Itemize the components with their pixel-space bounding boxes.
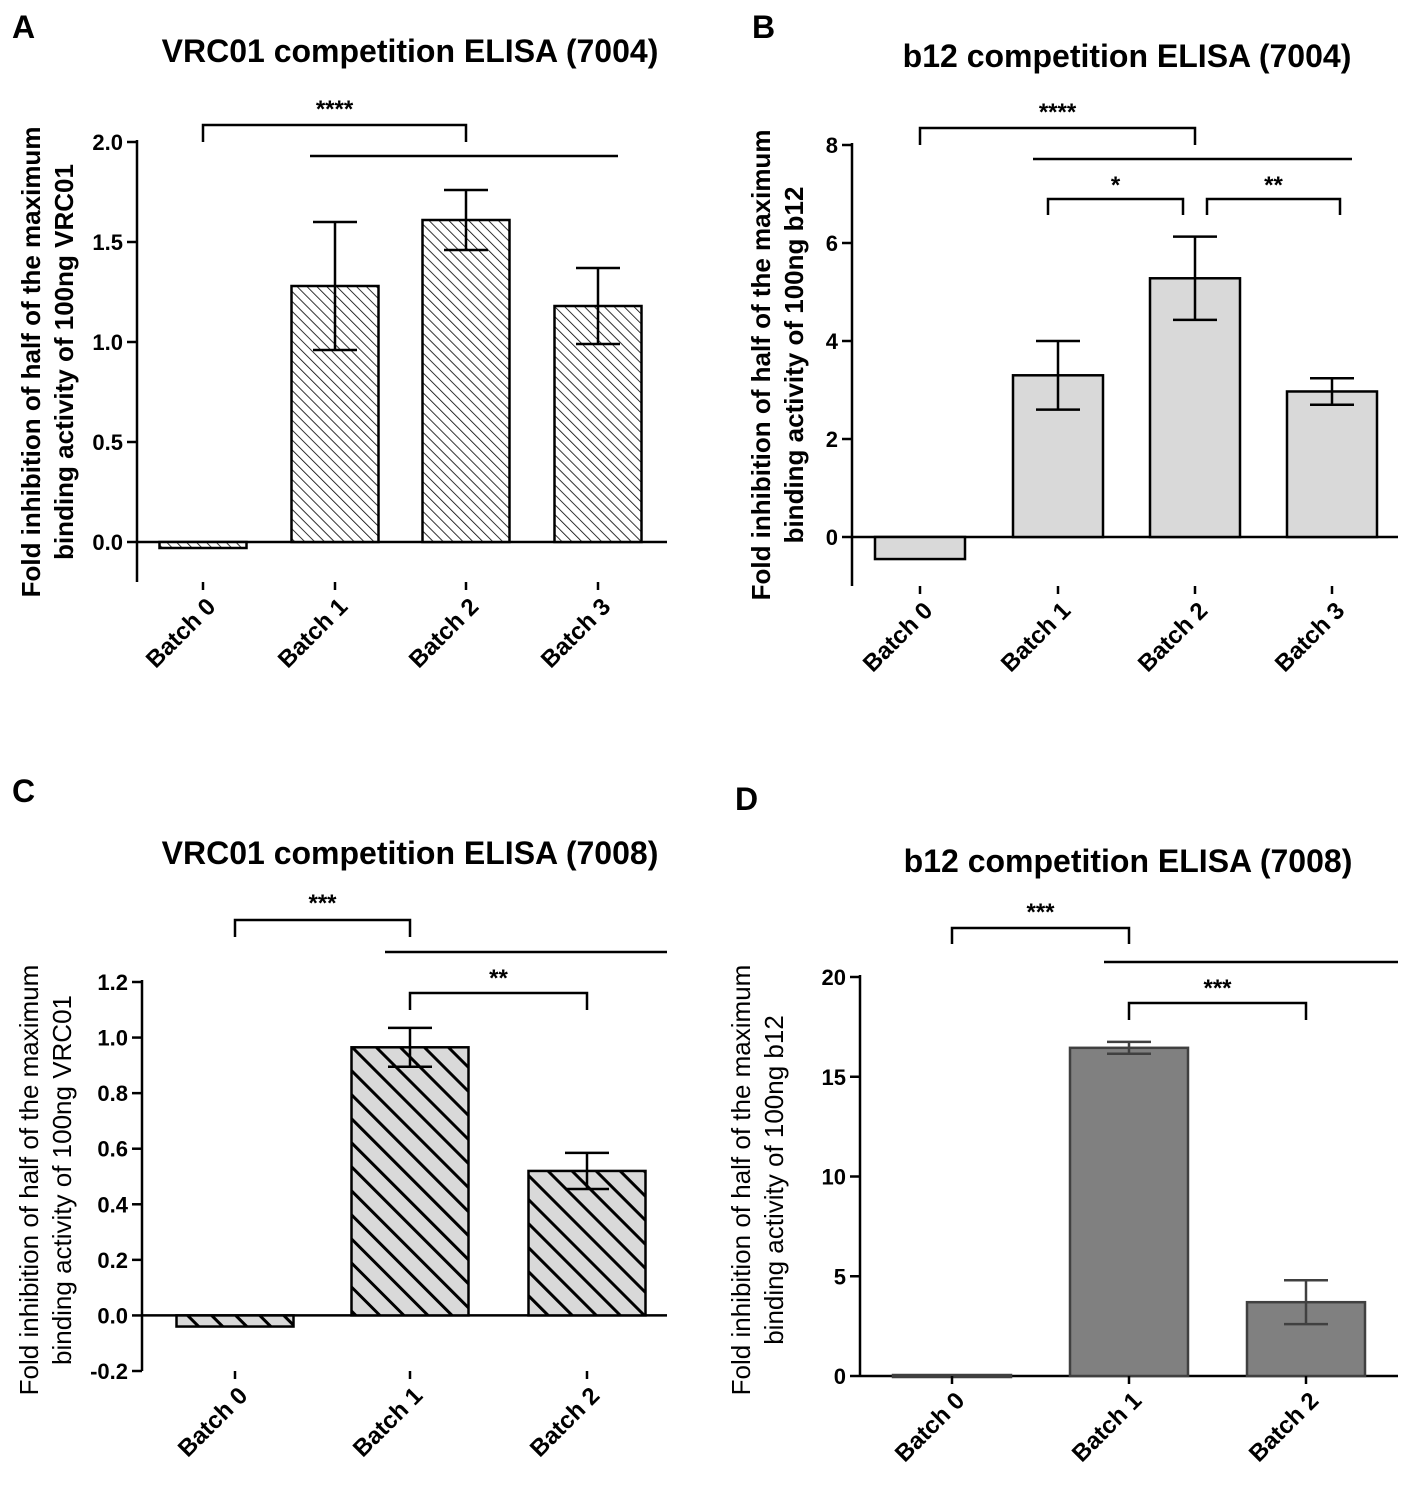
panel-c-significance-label: *** [308, 890, 337, 917]
panel-a-category-label: Batch 0 [141, 593, 221, 673]
panel-c-ytick-label: 0.6 [97, 1137, 128, 1162]
panel-c-ylabel: Fold inhibition of half of the maximum b… [14, 965, 77, 1396]
panel-d-ytick-label: 10 [822, 1165, 846, 1190]
panel-d-bar [1068, 1046, 1190, 1378]
panel-c-category-label: Batch 2 [525, 1382, 605, 1462]
panel-c-ytick-label: 0.2 [97, 1248, 128, 1273]
panel-d-category-label: Batch 2 [1244, 1387, 1324, 1467]
panel-a-category-label: Batch 2 [404, 593, 484, 673]
panel-c-significance-bracket [233, 918, 412, 937]
panel-b-significance-bracket [1205, 197, 1342, 215]
panel-d-ytick-label: 15 [822, 1065, 846, 1090]
panel-b-category-label: Batch 0 [858, 597, 938, 677]
panel-a: A VRC01 competition ELISA (7004) Fold in… [12, 9, 667, 674]
panel-c-ytick-label: 1.0 [97, 1026, 128, 1051]
panel-a-significance-bracket [201, 123, 468, 142]
panel-c-ytick-label: 0.0 [97, 1303, 128, 1328]
panel-b-significance-label: ** [1264, 172, 1283, 199]
panel-b-bar [1285, 390, 1379, 539]
panel-d-ylabel-line2: binding activity of 100ng b12 [759, 1015, 789, 1345]
panel-c-bar [527, 1169, 647, 1317]
panel-a-bar [158, 540, 248, 550]
panel-b-category-label: Batch 3 [1270, 597, 1350, 677]
panel-c-title: VRC01 competition ELISA (7008) [162, 835, 659, 871]
panel-a-bar [553, 304, 643, 544]
panel-c-ylabel-line2: binding activity of 100ng VRC01 [47, 995, 77, 1365]
panel-d-title: b12 competition ELISA (7008) [904, 843, 1353, 879]
panel-c-bar [175, 1314, 295, 1328]
panel-b-category-label: Batch 2 [1133, 597, 1213, 677]
panel-a-ytick-label: 2.0 [92, 130, 123, 155]
panel-a-ylabel: Fold inhibition of half of the maximum b… [16, 127, 79, 598]
panel-b-ytick-label: 8 [826, 133, 838, 158]
panel-b-significance-bracket [918, 126, 1197, 145]
panel-a-ytick-label: 1.5 [92, 230, 123, 255]
panel-b-bar [1148, 277, 1242, 539]
panel-d-plot: 0 5 10 15 20 Batch 0 Batch 1 Batch 2 *** *** [822, 899, 1398, 1468]
panel-a-ytick-label: 0.0 [92, 530, 123, 555]
panel-a-label: A [12, 9, 35, 45]
panel-d-ylabel: Fold inhibition of half of the maximum b… [726, 965, 789, 1396]
panel-b-ytick-label: 4 [826, 329, 839, 354]
panel-b-category-label: Batch 1 [996, 597, 1076, 677]
panel-c: C VRC01 competition ELISA (7008) Fold in… [12, 773, 667, 1463]
panel-c-ylabel-line1: Fold inhibition of half of the maximum [14, 965, 44, 1396]
panel-d-ytick-label: 5 [834, 1264, 846, 1289]
panel-b-significance-label: * [1111, 172, 1121, 199]
panel-a-ytick-label: 0.5 [92, 430, 123, 455]
panel-c-ytick-label: -0.2 [90, 1359, 128, 1384]
panel-d-significance-bracket [1127, 1001, 1308, 1020]
panel-c-plot: -0.2 0.0 0.2 0.4 0.6 0.8 1.0 1.2 Batch 0 Batch 1 B… [90, 890, 667, 1463]
panel-c-significance-label: ** [489, 965, 508, 992]
panel-d-significance-label: *** [1203, 975, 1232, 1002]
panel-b-ylabel: Fold inhibition of half of the maximum b… [746, 130, 809, 601]
panel-c-bar [350, 1046, 470, 1317]
panel-d-ylabel-line1: Fold inhibition of half of the maximum [726, 965, 756, 1396]
panel-b-ytick-label: 6 [826, 231, 838, 256]
panel-b-bar [873, 535, 967, 561]
panel-a-bar [421, 218, 511, 544]
panel-c-ytick-label: 0.8 [97, 1081, 128, 1106]
panel-c-significance-bracket [408, 991, 589, 1010]
panel-b-ylabel-line2: binding activity of 100ng b12 [779, 187, 809, 544]
panel-b-label: B [752, 9, 775, 45]
panel-d: D b12 competition ELISA (7008) Fold inhi… [726, 781, 1398, 1468]
panel-b: B b12 competition ELISA (7004) Fold inhi… [746, 9, 1398, 678]
panel-b-ylabel-line1: Fold inhibition of half of the maximum [746, 130, 776, 601]
panel-b-title: b12 competition ELISA (7004) [903, 38, 1352, 74]
panel-d-ytick-label: 0 [834, 1364, 846, 1389]
panel-d-label: D [735, 781, 758, 817]
panel-c-category-label: Batch 0 [173, 1382, 253, 1462]
panel-b-significance-bracket [1046, 197, 1185, 215]
panel-b-ytick-label: 0 [826, 525, 838, 550]
panel-c-label: C [12, 773, 35, 809]
panel-a-ytick-label: 1.0 [92, 330, 123, 355]
panel-a-ylabel-line2: binding activity of 100ng VRC01 [49, 164, 79, 560]
panel-b-significance-label: **** [1039, 99, 1077, 126]
panel-d-ytick-label: 20 [822, 965, 846, 990]
panel-d-category-label: Batch 0 [890, 1387, 970, 1467]
panel-c-ytick-label: 1.2 [97, 970, 128, 995]
panel-a-category-label: Batch 1 [273, 593, 353, 673]
panel-b-ytick-label: 2 [826, 427, 838, 452]
panel-d-significance-bracket [950, 926, 1131, 944]
panel-d-significance-label: *** [1026, 899, 1055, 926]
panel-a-title: VRC01 competition ELISA (7004) [162, 33, 659, 69]
panel-a-significance-label: **** [316, 96, 354, 123]
panel-c-ytick-label: 0.4 [97, 1192, 128, 1217]
panel-d-category-label: Batch 1 [1067, 1387, 1147, 1467]
panel-a-plot: 0.0 0.5 1.0 1.5 2.0 Batch 0 Batch 1 Batch 2 Batc… [92, 96, 667, 674]
panel-a-category-label: Batch 3 [536, 593, 616, 673]
panel-c-category-label: Batch 1 [348, 1382, 428, 1462]
panel-a-ylabel-line1: Fold inhibition of half of the maximum [16, 127, 46, 598]
